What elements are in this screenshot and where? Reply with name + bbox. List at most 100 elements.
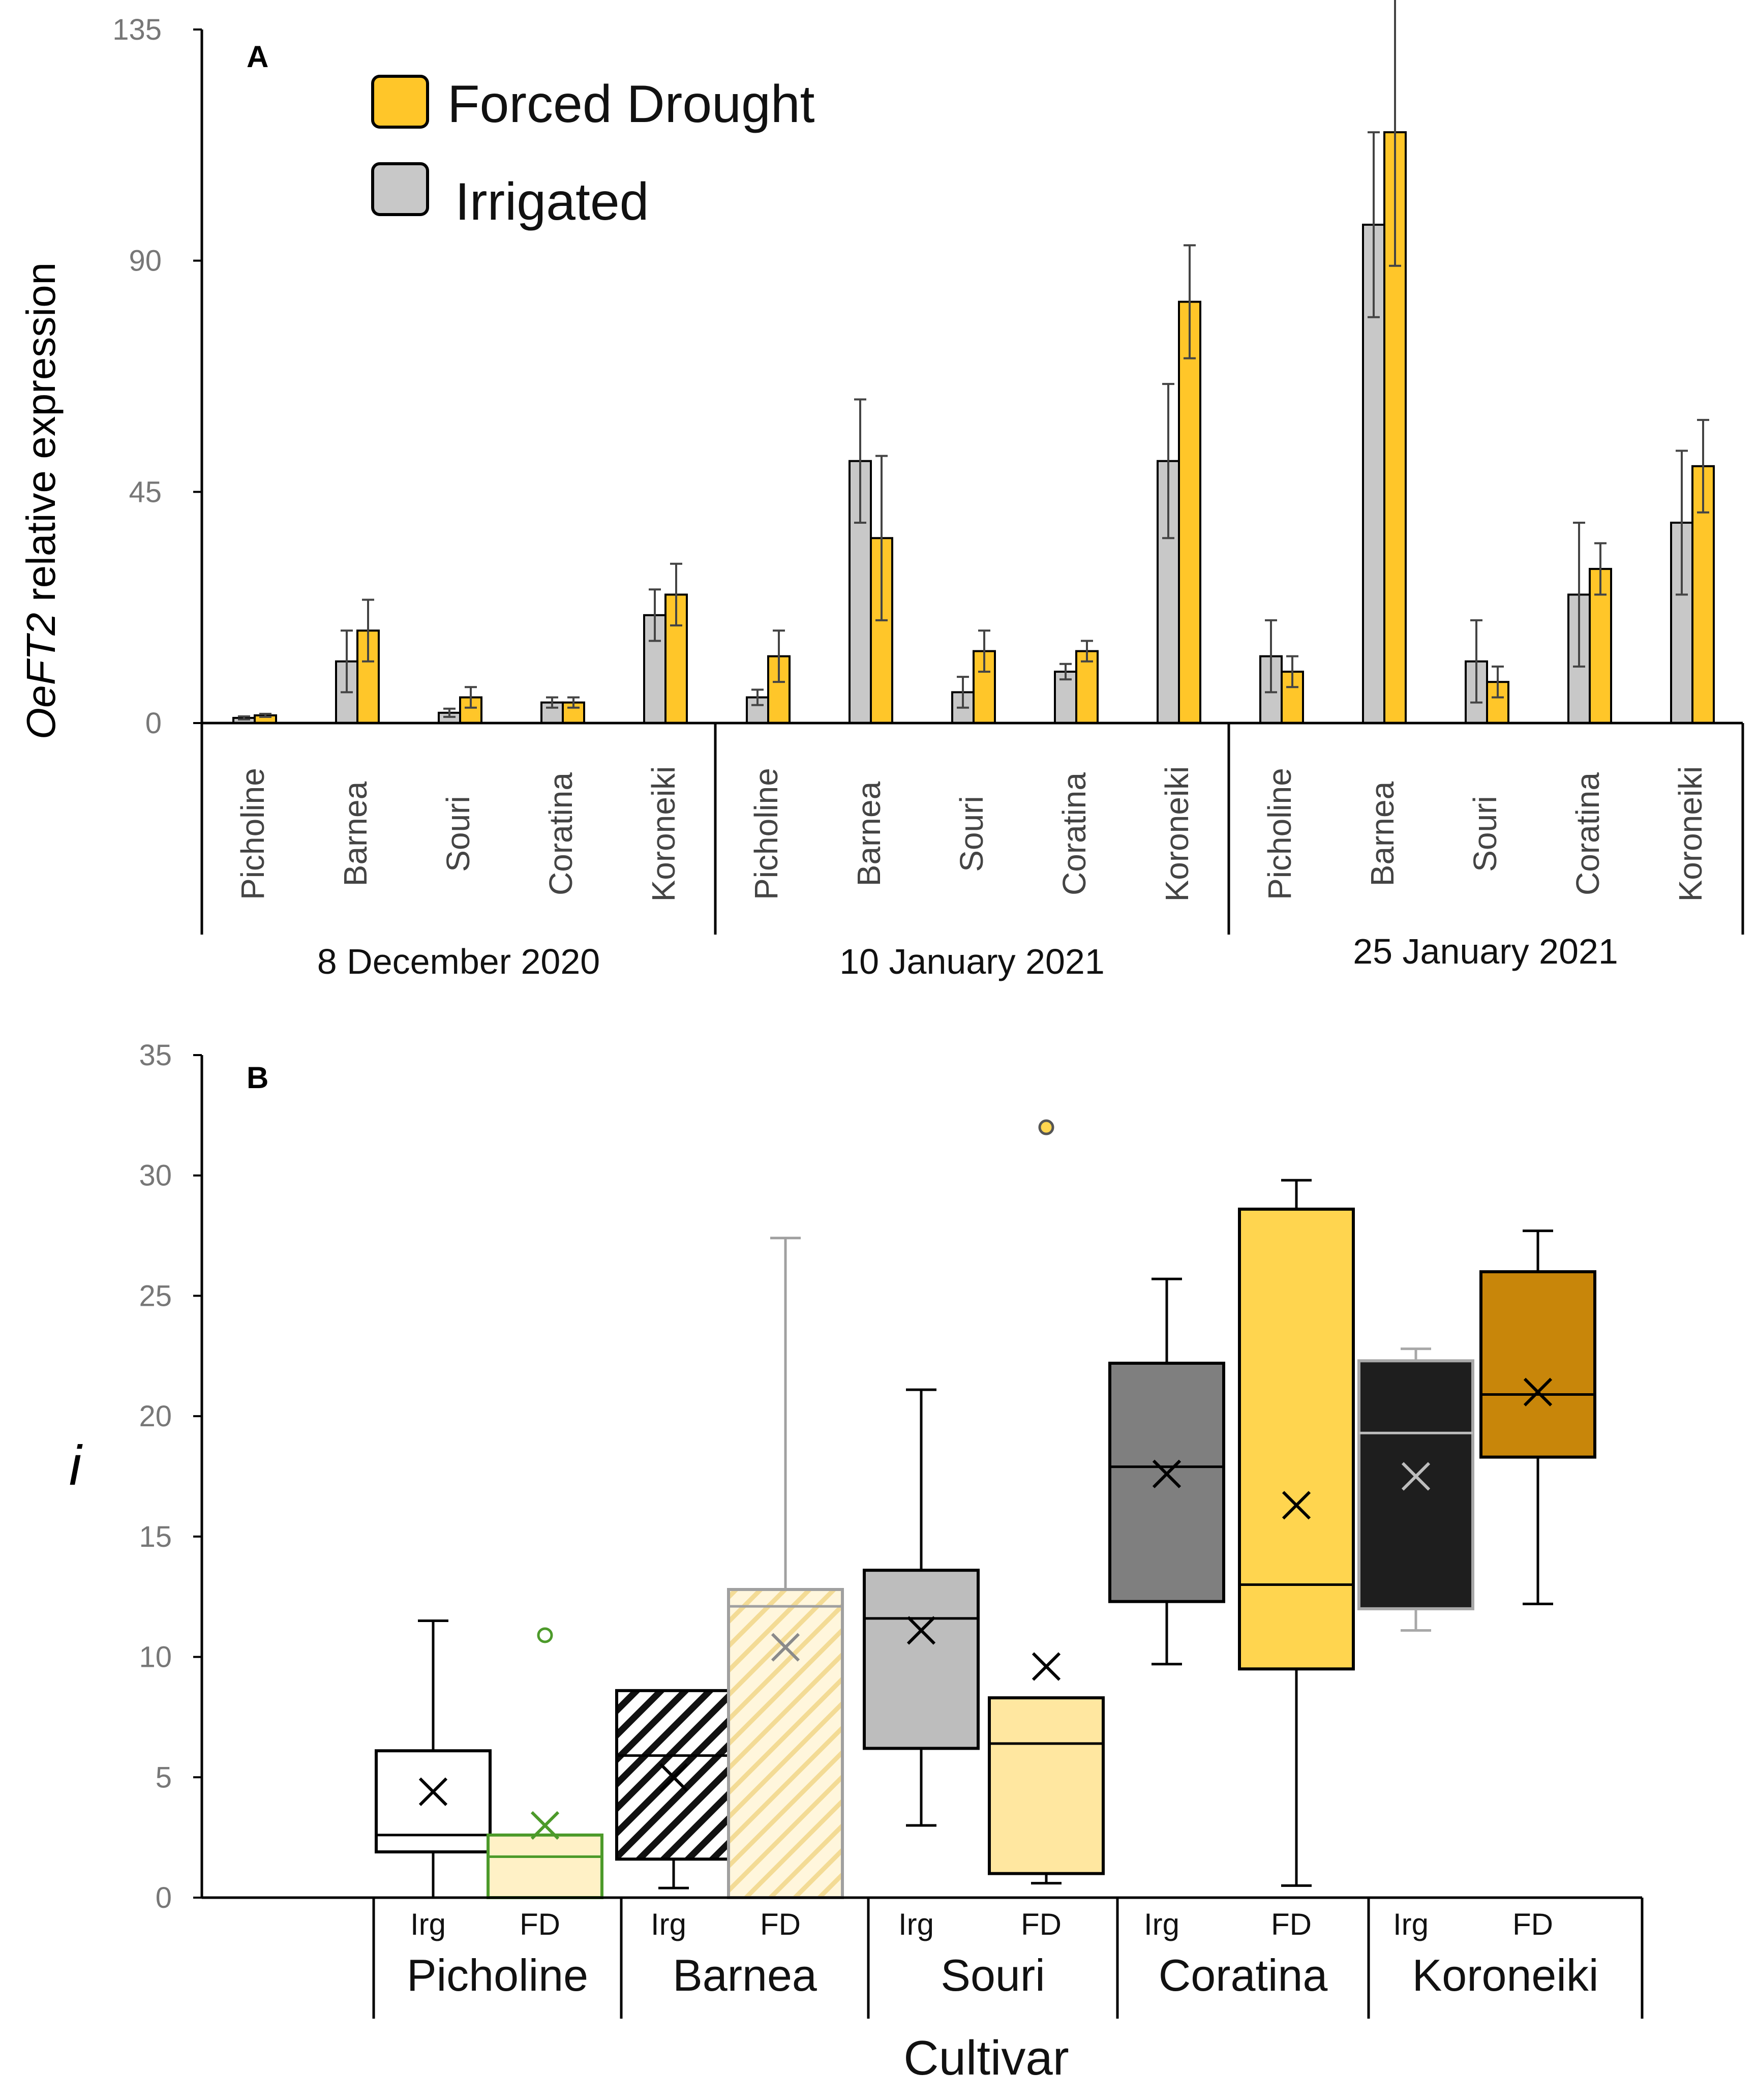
legend-swatch-irrigated bbox=[371, 162, 429, 216]
panel-b-cultivar-label: Picholine bbox=[407, 1950, 588, 2000]
panel-b-box-koroneiki-fd bbox=[1479, 1229, 1596, 1605]
panel-b-box-souri-fd bbox=[988, 1119, 1105, 1885]
panel-b-y-tick-label: 10 bbox=[139, 1641, 172, 1674]
panel-a-cultivar-label: Picholine bbox=[748, 768, 784, 900]
panel-b-cultivar-label: Coratina bbox=[1159, 1950, 1328, 2000]
panel-b-box-iqr bbox=[727, 1588, 844, 1900]
panel-b-cultivar-label: Barnea bbox=[673, 1950, 817, 2000]
panel-a-cultivar-label: Souri bbox=[1467, 796, 1503, 872]
panel-b-mean-marker bbox=[1152, 1459, 1182, 1488]
panel-b-box-iqr bbox=[863, 1569, 980, 1750]
panel-b-cultivar-label: Koroneiki bbox=[1412, 1950, 1599, 2000]
panel-a-cultivar-label: Picholine bbox=[1261, 768, 1298, 900]
panel-a: A 0 45 90 135 OeFT2 relative expression Pic… bbox=[18, 0, 1744, 981]
panel-b-x-axis-title: Cultivar bbox=[903, 2031, 1069, 2085]
panel-b-box-iqr bbox=[1108, 1361, 1225, 1603]
panel-a-cultivar-label: Coratina bbox=[1056, 772, 1093, 895]
panel-b-y-tick-label: 25 bbox=[139, 1279, 172, 1312]
panel-b-mean-marker bbox=[659, 1763, 688, 1792]
panel-b-y-tick-label: 15 bbox=[139, 1520, 172, 1553]
panel-b-label: B bbox=[247, 1061, 268, 1095]
panel-b-box-iqr bbox=[1479, 1270, 1596, 1459]
panel-b-box-iqr bbox=[988, 1696, 1105, 1875]
panel-b-treatment-label-irg: Irg bbox=[651, 1907, 686, 1941]
panel-a-legend: Forced Drought Irrigated bbox=[371, 75, 815, 231]
panel-a-y-tick-label: 90 bbox=[129, 245, 162, 278]
panel-a-group-frame bbox=[200, 723, 1744, 935]
panel-b-treatment-label-irg: Irg bbox=[410, 1907, 446, 1941]
panel-a-y-axis-title: OeFT2 relative expression bbox=[18, 262, 64, 739]
panel-b-box-iqr bbox=[615, 1689, 732, 1861]
panel-a-date-label: 8 December 2020 bbox=[317, 942, 600, 981]
panel-b-box-barnea-irg bbox=[615, 1689, 732, 1889]
panel-b-y-tick-label: 35 bbox=[139, 1039, 172, 1072]
panel-a-cultivar-label: Barnea bbox=[337, 781, 374, 886]
panel-b-treatment-label-irg: Irg bbox=[1393, 1907, 1429, 1941]
panel-b-mean-marker bbox=[418, 1777, 448, 1806]
panel-b-treatment-label-irg: Irg bbox=[898, 1907, 934, 1941]
panel-a-cultivar-label: Picholine bbox=[234, 768, 271, 900]
panel-b-mean-marker bbox=[906, 1616, 936, 1645]
panel-b-treatment-label-irg: Irg bbox=[1144, 1907, 1179, 1941]
legend-label-forced-drought: Forced Drought bbox=[447, 75, 815, 134]
panel-a-bars bbox=[232, 0, 1715, 725]
panel-b-box-coratina-fd bbox=[1238, 1179, 1355, 1887]
panel-b-mean-marker bbox=[1032, 1652, 1061, 1681]
panel-a-category-labels: Picholine Barnea Souri Coratina Koroneiki Pic… bbox=[234, 766, 1709, 902]
panel-b-y-axis-title: i bbox=[69, 1434, 83, 1497]
panel-a-date-label: 10 January 2021 bbox=[839, 942, 1105, 981]
panel-a-cultivar-label: Barnea bbox=[1364, 781, 1401, 886]
panel-a-y-tick-label: 135 bbox=[112, 13, 162, 46]
panel-a-cultivar-label: Coratina bbox=[1569, 772, 1606, 895]
panel-b-outlier-point bbox=[537, 1627, 553, 1643]
panel-b-boxes bbox=[375, 1119, 1596, 1900]
panel-b-mean-marker bbox=[1282, 1491, 1311, 1520]
panel-b-box-barnea-fd bbox=[727, 1237, 844, 1900]
legend-swatch-forced-drought bbox=[371, 75, 429, 129]
panel-a-cultivar-label: Barnea bbox=[851, 781, 887, 886]
panel-b-y-tick-label: 20 bbox=[139, 1400, 172, 1433]
panel-b-box-picholine-fd bbox=[487, 1627, 603, 1900]
panel-a-cultivar-label: Koroneiki bbox=[1672, 766, 1709, 902]
panel-a-cultivar-label: Koroneiki bbox=[1159, 766, 1195, 902]
panel-b-y-ticks: 0 5 10 15 20 25 30 35 bbox=[139, 1039, 202, 1914]
panel-b-cultivar-label: Souri bbox=[941, 1950, 1045, 2000]
panel-a-cultivar-label: Koroneiki bbox=[645, 766, 682, 902]
panel-b-box-iqr bbox=[1357, 1359, 1474, 1610]
panel-b-treatment-label-fd: FD bbox=[1271, 1907, 1312, 1941]
panel-b-box-coratina-irg bbox=[1108, 1277, 1225, 1666]
panel-a-y-tick-label: 45 bbox=[129, 475, 162, 508]
panel-b-box-iqr bbox=[375, 1749, 492, 1854]
panel-a-y-ticks: 0 45 90 135 bbox=[112, 13, 202, 740]
panel-b-mean-marker bbox=[1401, 1462, 1431, 1491]
panel-b-box-iqr bbox=[487, 1833, 603, 1900]
panel-b-mean-marker bbox=[1523, 1377, 1553, 1406]
panel-b-mean-marker bbox=[530, 1811, 560, 1840]
panel-b-treatment-label-fd: FD bbox=[520, 1907, 560, 1941]
panel-b-box-picholine-irg bbox=[375, 1619, 492, 1899]
panel-b-box-koroneiki-irg bbox=[1357, 1347, 1474, 1632]
panel-b-box-iqr bbox=[1238, 1207, 1355, 1671]
panel-a-date-labels: 8 December 2020 10 January 2021 25 January… bbox=[317, 932, 1618, 981]
panel-b: B 0 5 10 15 20 25 30 35 i Irg FD Picholine Irg FD Ba… bbox=[69, 1039, 1644, 2085]
panel-a-y-tick-label: 0 bbox=[145, 707, 162, 740]
panel-b-outlier-point bbox=[1038, 1119, 1054, 1135]
panel-b-category-frame bbox=[372, 1898, 1644, 2019]
panel-a-cultivar-label: Souri bbox=[440, 796, 476, 872]
panel-a-date-label: 25 January 2021 bbox=[1353, 932, 1618, 971]
panel-a-label: A bbox=[247, 40, 268, 74]
panel-b-treatment-label-fd: FD bbox=[1512, 1907, 1553, 1941]
panel-b-treatment-label-fd: FD bbox=[1021, 1907, 1062, 1941]
panel-b-y-tick-label: 5 bbox=[156, 1761, 172, 1794]
panel-a-bar-forced-drought bbox=[1178, 301, 1201, 724]
panel-b-y-tick-label: 30 bbox=[139, 1159, 172, 1192]
panel-a-cultivar-label: Coratina bbox=[542, 772, 579, 895]
panel-a-cultivar-label: Souri bbox=[953, 796, 990, 872]
panel-b-mean-marker bbox=[771, 1633, 800, 1662]
legend-label-irrigated: Irrigated bbox=[455, 172, 649, 231]
panel-b-treatment-label-fd: FD bbox=[760, 1907, 801, 1941]
panel-b-y-tick-label: 0 bbox=[156, 1881, 172, 1914]
panel-b-box-souri-irg bbox=[863, 1388, 980, 1827]
